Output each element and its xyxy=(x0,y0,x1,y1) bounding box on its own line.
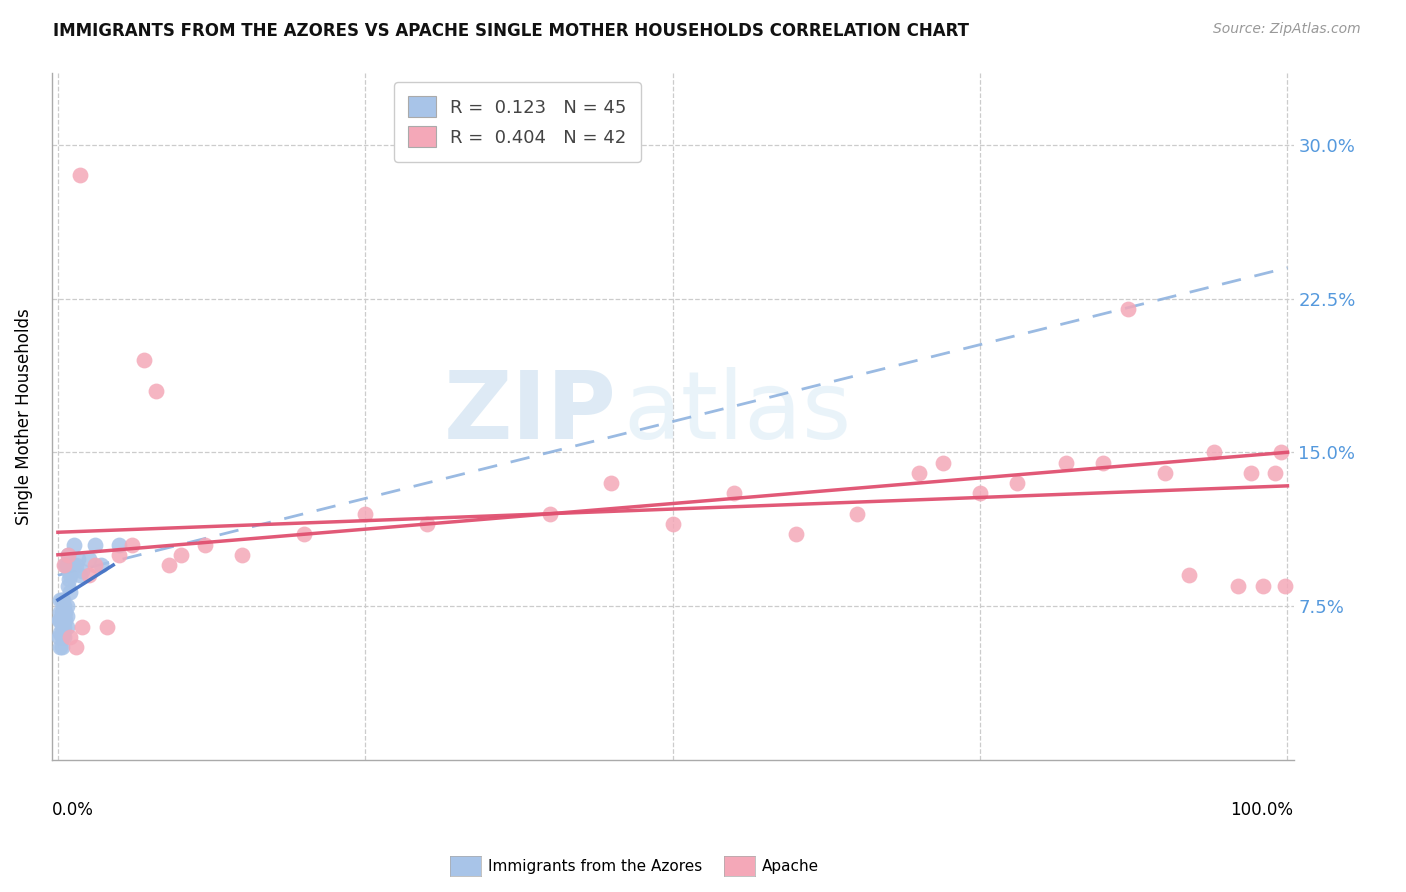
Point xyxy=(785,527,807,541)
Text: atlas: atlas xyxy=(623,367,851,459)
Point xyxy=(108,537,131,551)
Point xyxy=(170,548,193,562)
Point xyxy=(49,593,72,607)
Text: ZIP: ZIP xyxy=(444,367,617,459)
Point xyxy=(52,614,75,628)
Point xyxy=(83,558,105,572)
Point xyxy=(538,507,561,521)
Point xyxy=(723,486,745,500)
Point xyxy=(969,486,991,500)
Point xyxy=(51,593,73,607)
Point xyxy=(1227,578,1250,592)
Point xyxy=(292,527,315,541)
Point xyxy=(53,558,76,572)
Point xyxy=(72,619,94,633)
Point xyxy=(72,564,94,578)
Point xyxy=(1153,466,1175,480)
Point xyxy=(53,558,76,572)
Point xyxy=(77,568,100,582)
Point xyxy=(1239,466,1261,480)
Point xyxy=(53,630,76,644)
Point xyxy=(354,507,377,521)
Point xyxy=(63,537,86,551)
Point xyxy=(83,537,105,551)
Point xyxy=(69,169,91,183)
Point xyxy=(121,537,143,551)
Point xyxy=(1005,476,1028,491)
Point xyxy=(53,619,76,633)
Point xyxy=(907,466,929,480)
Point xyxy=(65,640,87,654)
Point xyxy=(51,619,73,633)
Point xyxy=(52,625,75,640)
Point xyxy=(1251,578,1274,592)
Point xyxy=(56,578,79,592)
Text: 100.0%: 100.0% xyxy=(1230,801,1294,819)
Point xyxy=(49,625,72,640)
Point xyxy=(51,640,73,654)
Point xyxy=(48,614,70,628)
Point xyxy=(55,558,77,572)
Text: Apache: Apache xyxy=(762,859,820,873)
Point xyxy=(132,353,155,368)
Point xyxy=(55,619,77,633)
Point xyxy=(1116,301,1139,316)
Point xyxy=(60,558,83,572)
Point xyxy=(69,568,91,582)
Point xyxy=(65,558,87,572)
Point xyxy=(1270,445,1292,459)
Point xyxy=(48,630,70,644)
Point xyxy=(58,564,80,578)
Point xyxy=(59,584,82,599)
Point xyxy=(49,640,72,654)
Point xyxy=(58,573,80,587)
Point xyxy=(77,552,100,566)
Text: 0.0%: 0.0% xyxy=(52,801,94,819)
Point xyxy=(52,605,75,619)
Point xyxy=(49,605,72,619)
Point xyxy=(51,630,73,644)
Point xyxy=(59,630,82,644)
Point xyxy=(66,552,89,566)
Point xyxy=(661,516,683,531)
Point xyxy=(1274,578,1296,592)
Point xyxy=(108,548,131,562)
Text: IMMIGRANTS FROM THE AZORES VS APACHE SINGLE MOTHER HOUSEHOLDS CORRELATION CHART: IMMIGRANTS FROM THE AZORES VS APACHE SIN… xyxy=(53,22,969,40)
Text: Source: ZipAtlas.com: Source: ZipAtlas.com xyxy=(1213,22,1361,37)
Point xyxy=(1178,568,1201,582)
Point xyxy=(51,609,73,624)
Point xyxy=(53,605,76,619)
Point xyxy=(51,605,73,619)
Point xyxy=(600,476,623,491)
Point xyxy=(231,548,253,562)
Point xyxy=(53,609,76,624)
Point xyxy=(53,599,76,613)
Point xyxy=(96,619,118,633)
Point xyxy=(1264,466,1286,480)
Point xyxy=(90,558,112,572)
Point xyxy=(56,548,79,562)
Point xyxy=(157,558,180,572)
Point xyxy=(1202,445,1225,459)
Point xyxy=(1092,456,1115,470)
Point xyxy=(416,516,439,531)
Point xyxy=(1054,456,1077,470)
Point xyxy=(55,609,77,624)
Point xyxy=(56,548,79,562)
Point xyxy=(846,507,869,521)
Point xyxy=(53,614,76,628)
Text: Immigrants from the Azores: Immigrants from the Azores xyxy=(488,859,702,873)
Point xyxy=(932,456,955,470)
Point xyxy=(62,558,84,572)
Point xyxy=(49,614,72,628)
Y-axis label: Single Mother Households: Single Mother Households xyxy=(15,308,32,524)
Point xyxy=(145,384,167,398)
Point xyxy=(55,599,77,613)
Legend: R =  0.123   N = 45, R =  0.404   N = 42: R = 0.123 N = 45, R = 0.404 N = 42 xyxy=(394,82,641,161)
Point xyxy=(59,568,82,582)
Point xyxy=(52,593,75,607)
Point xyxy=(194,537,217,551)
